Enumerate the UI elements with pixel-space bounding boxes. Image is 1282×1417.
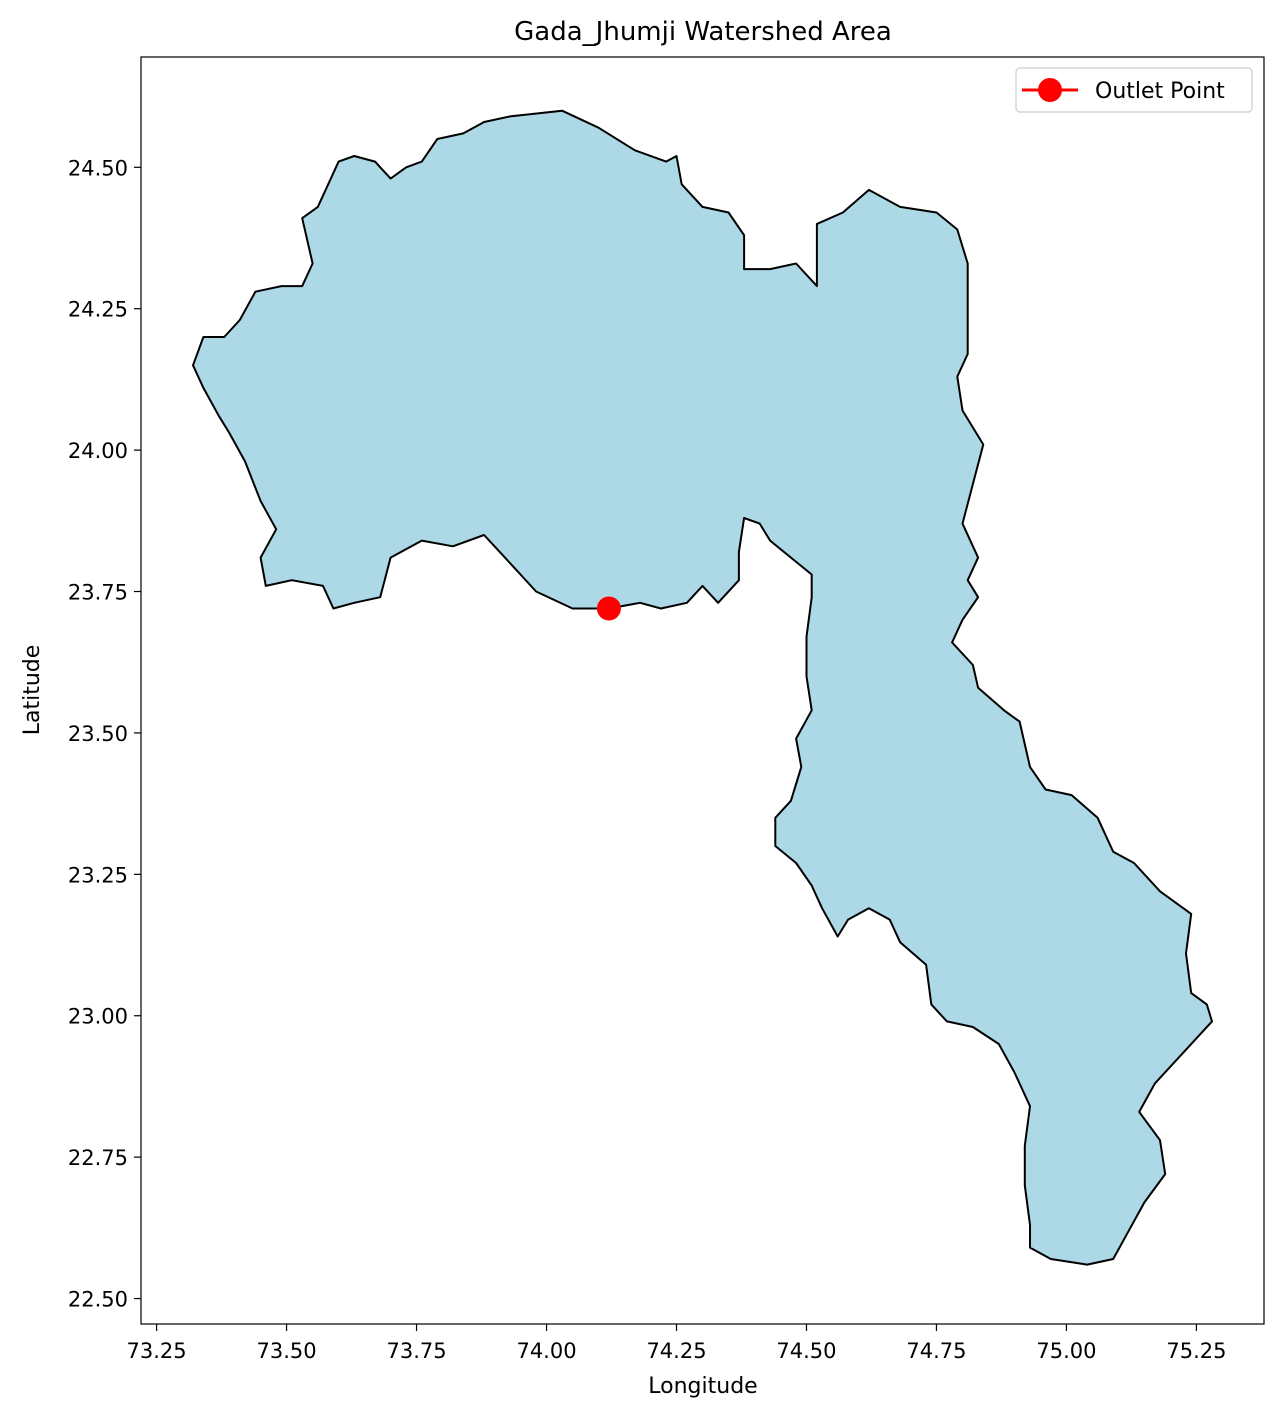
x-axis-ticks: 73.25 73.50 73.75 74.00 74.25 74.50 74.75 75.00… xyxy=(127,1324,1226,1363)
x-tick-label: 74.50 xyxy=(776,1339,836,1363)
y-tick-label: 23.00 xyxy=(68,1005,128,1029)
x-axis-label: Longitude xyxy=(648,1374,757,1399)
y-tick-label: 23.75 xyxy=(68,581,128,605)
x-tick-label: 73.75 xyxy=(386,1339,446,1363)
plot-area xyxy=(192,109,1213,1266)
x-tick-label: 74.75 xyxy=(906,1339,966,1363)
watershed-boundary xyxy=(192,109,1213,1266)
legend-label: Outlet Point xyxy=(1095,79,1225,104)
x-tick-label: 74.00 xyxy=(516,1339,576,1363)
legend-box xyxy=(1015,67,1253,113)
y-axis-ticks: 22.50 22.75 23.00 23.25 23.50 23.75 24.00 24.25… xyxy=(68,156,141,1312)
x-tick-label: 74.25 xyxy=(646,1339,706,1363)
legend-marker xyxy=(1038,78,1062,102)
x-tick-label: 75.25 xyxy=(1166,1339,1226,1363)
chart-title: Gada_Jhumji Watershed Area xyxy=(514,17,892,47)
x-tick-label: 73.50 xyxy=(257,1339,317,1363)
y-tick-label: 22.75 xyxy=(68,1146,128,1170)
outlet-point-marker xyxy=(596,596,621,621)
x-tick-label: 73.25 xyxy=(127,1339,187,1363)
y-axis-label: Latitude xyxy=(20,645,45,736)
y-tick-label: 24.25 xyxy=(68,298,128,322)
y-tick-label: 23.50 xyxy=(68,722,128,746)
y-tick-label: 24.50 xyxy=(68,156,128,180)
x-tick-label: 75.00 xyxy=(1036,1339,1096,1363)
axes-frame xyxy=(140,56,1265,1325)
y-tick-label: 24.00 xyxy=(68,439,128,463)
y-tick-label: 23.25 xyxy=(68,863,128,887)
legend: Outlet Point xyxy=(1015,67,1253,113)
y-tick-label: 22.50 xyxy=(68,1288,128,1312)
